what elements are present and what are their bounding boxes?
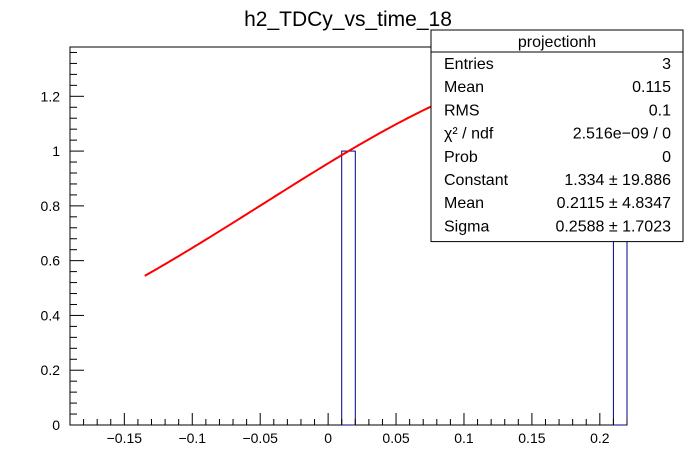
- x-tick-label: 0.15: [518, 430, 545, 446]
- stats-box-title: projectionh: [518, 34, 596, 51]
- x-tick-label: −0.05: [242, 430, 278, 446]
- stats-row-value: 0.2588 ± 1.7023: [555, 218, 671, 235]
- y-tick-label: 1.2: [41, 88, 61, 104]
- x-tick-label: 0: [324, 430, 332, 446]
- stats-row-value: 2.516e−09 / 0: [573, 126, 671, 143]
- stats-row-label: Prob: [444, 149, 478, 166]
- y-tick-label: 1: [52, 143, 60, 159]
- x-tick-label: 0.1: [454, 430, 474, 446]
- x-tick-label: 0.05: [382, 430, 409, 446]
- stats-row-label: χ² / ndf: [444, 126, 494, 143]
- stats-box: projectionh Entries 3 Mean 0.115 RMS 0.1 χ² / n…: [430, 29, 684, 243]
- stats-row-label: Entries: [444, 56, 494, 73]
- stats-row-label: Constant: [444, 172, 509, 189]
- chart-title: h2_TDCy_vs_time_18: [244, 8, 452, 31]
- stats-row-value: 1.334 ± 19.886: [564, 172, 671, 189]
- stats-row-label: RMS: [444, 102, 480, 119]
- stats-row-value: 0.115: [632, 79, 671, 96]
- y-tick-label: 0.6: [41, 253, 61, 269]
- y-tick-label: 0.4: [41, 307, 61, 323]
- stats-row-label: Sigma: [444, 218, 489, 235]
- x-tick-label: 0.2: [590, 430, 610, 446]
- histogram-bar-0: [341, 150, 356, 426]
- stats-row-label: Mean: [444, 79, 484, 96]
- stats-box-frame: [430, 29, 684, 243]
- stats-row-value: 3: [662, 56, 671, 73]
- stats-row-label: Mean: [444, 195, 484, 212]
- stats-row-value: 0: [662, 149, 671, 166]
- x-tick-label: −0.1: [178, 430, 206, 446]
- stats-row-value: 0.1: [649, 102, 671, 119]
- stats-row-value: 0.2115 ± 4.8347: [557, 195, 671, 212]
- y-tick-label: 0.2: [41, 362, 61, 378]
- x-tick-label: −0.15: [107, 430, 143, 446]
- y-tick-label: 0: [52, 417, 60, 433]
- y-tick-label: 0.8: [41, 198, 61, 214]
